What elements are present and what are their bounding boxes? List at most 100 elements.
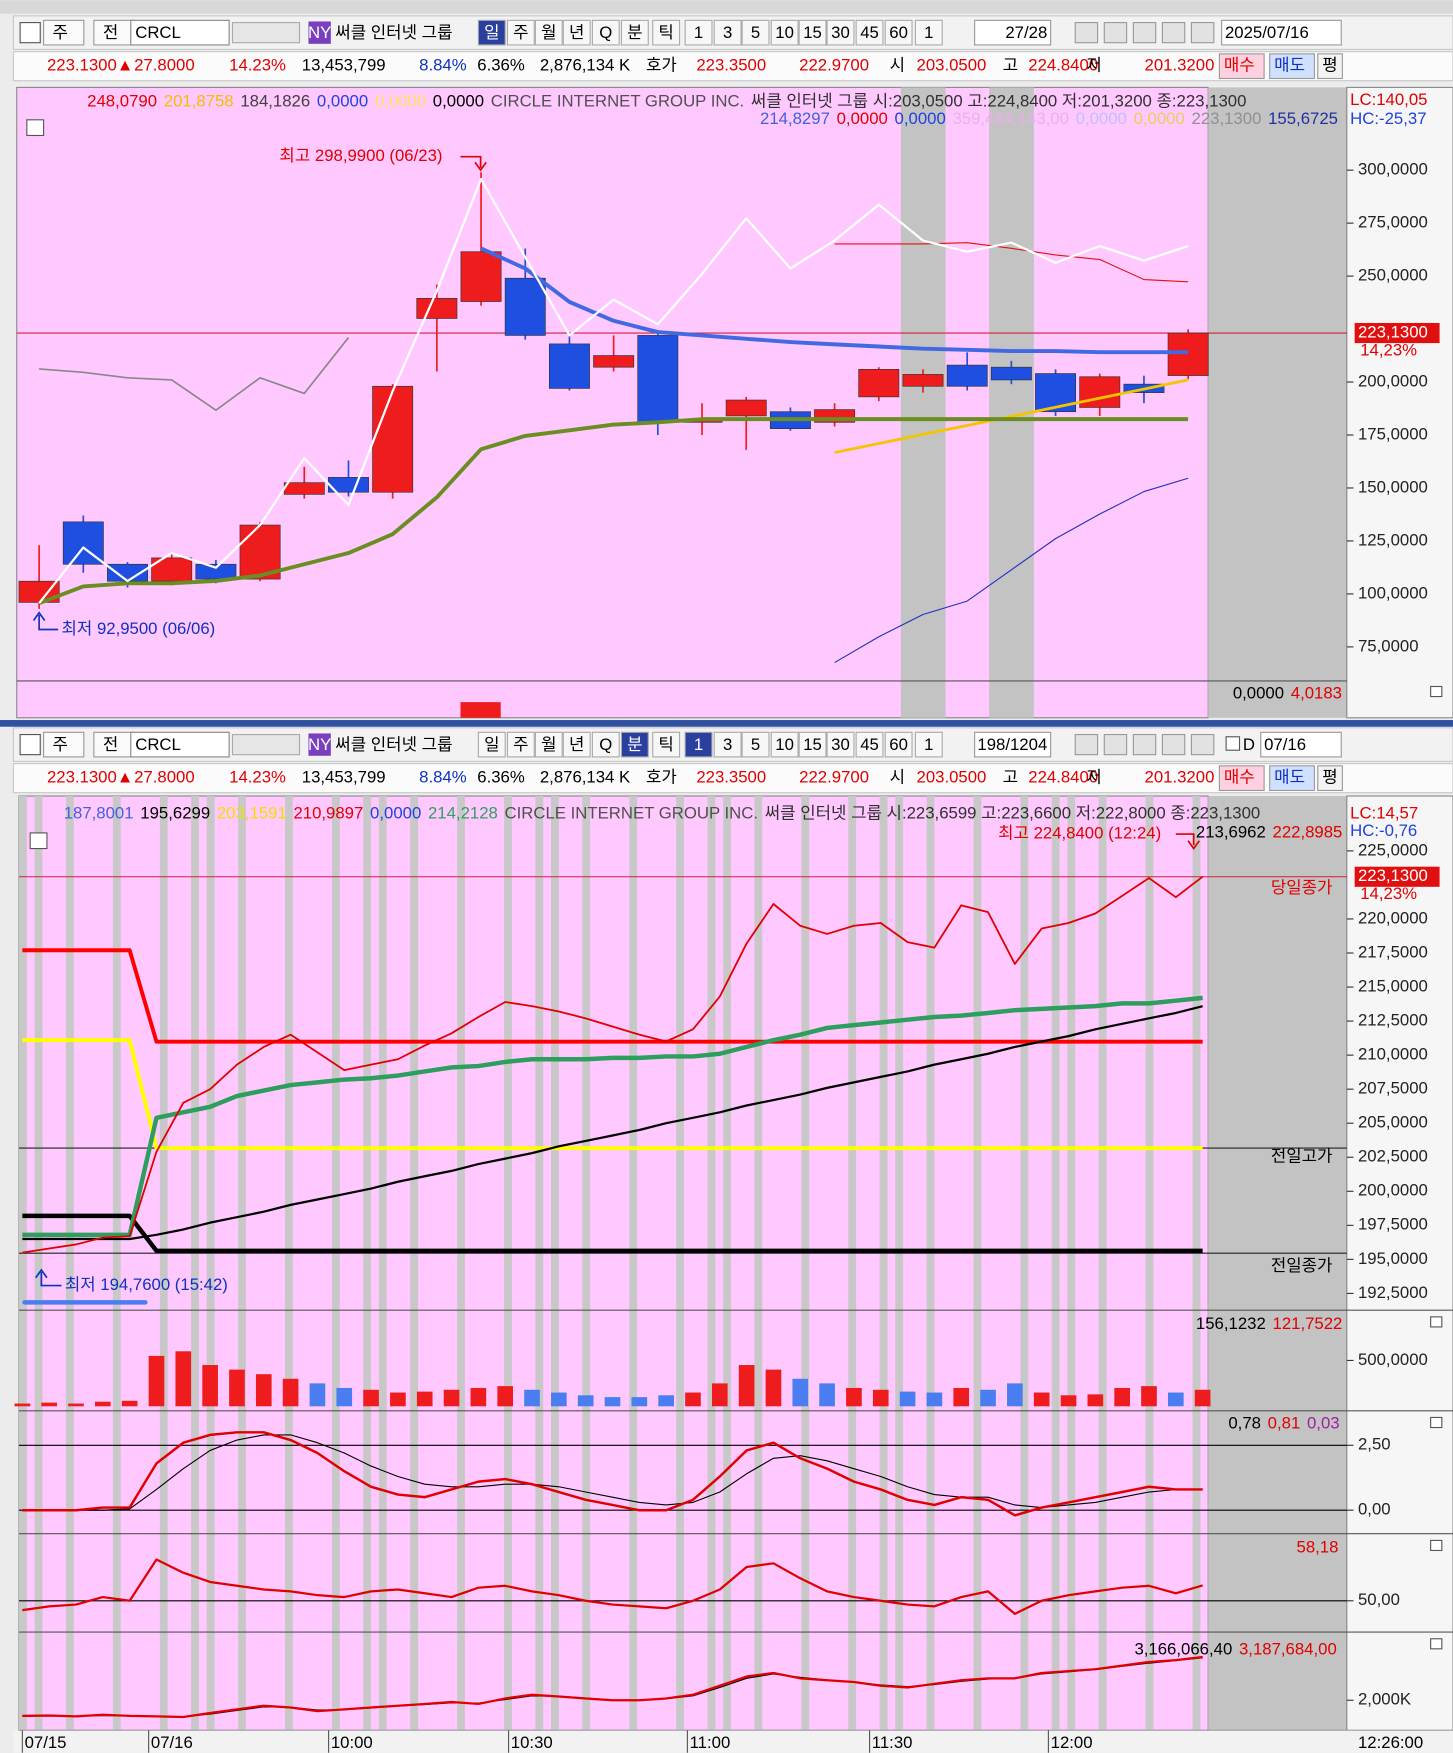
tool-icon[interactable] (1161, 733, 1186, 756)
search-icon[interactable] (231, 22, 301, 44)
tool-icon[interactable] (1103, 733, 1128, 756)
period-button[interactable] (652, 731, 681, 758)
period-button[interactable] (506, 19, 535, 46)
grid-icon[interactable] (26, 119, 45, 137)
period-button[interactable] (506, 731, 535, 758)
order-button[interactable] (1317, 53, 1343, 80)
legend-item: 248,0790 (87, 91, 157, 110)
volume-bar (685, 1392, 701, 1407)
tool-icon[interactable] (1074, 22, 1099, 44)
period-button[interactable] (826, 731, 855, 758)
period-label: 5 (751, 735, 760, 754)
lc: LC:14,57 (1350, 803, 1418, 822)
tool-icon[interactable] (1074, 733, 1099, 756)
y-tick-label: 50,00 (1358, 1590, 1400, 1609)
y-tick-label: 192,5000 (1358, 1283, 1428, 1302)
order-button[interactable] (1269, 53, 1315, 80)
y-tick-label: 202,5000 (1358, 1147, 1428, 1166)
tool-icon[interactable] (1132, 733, 1157, 756)
pane-close[interactable] (1430, 1539, 1443, 1552)
period-label: 1 (924, 23, 933, 42)
session-stripe (206, 796, 215, 1731)
period-button[interactable] (534, 731, 563, 758)
period-button[interactable] (713, 731, 742, 758)
period-button[interactable] (684, 731, 713, 758)
period-button[interactable] (620, 731, 649, 758)
date-box[interactable] (1260, 731, 1342, 758)
period-button[interactable] (855, 731, 884, 758)
legend-item: 0,0000 (375, 91, 426, 110)
date-box[interactable] (1221, 19, 1342, 46)
period-button[interactable] (562, 731, 591, 758)
volume-bar (953, 1387, 970, 1407)
candle-body (1079, 376, 1121, 408)
volume-bar (14, 1403, 31, 1407)
count-box (974, 19, 1052, 46)
tool-icon[interactable] (1103, 22, 1128, 44)
window-icon[interactable] (19, 22, 41, 44)
period-button[interactable] (770, 19, 799, 46)
period-button[interactable] (477, 731, 506, 758)
session-stripe (34, 796, 43, 1731)
period-button[interactable] (620, 19, 649, 46)
period-button[interactable] (652, 19, 681, 46)
pane-close[interactable] (1430, 1638, 1443, 1650)
change-tag: 14,23% (1360, 884, 1417, 903)
period-button[interactable] (591, 19, 620, 46)
legend-item: 0,0000 (1076, 109, 1127, 128)
checkbox[interactable] (1225, 736, 1241, 751)
tool-icon[interactable] (1132, 22, 1157, 44)
period-button[interactable] (684, 19, 713, 46)
pane-close[interactable] (1430, 1416, 1443, 1429)
toolbar-button[interactable] (43, 731, 85, 758)
toolbar-button[interactable] (93, 19, 135, 46)
strip-close[interactable] (1430, 685, 1443, 698)
session-stripe (331, 796, 340, 1731)
period-button[interactable] (884, 19, 913, 46)
period-button[interactable] (855, 19, 884, 46)
tool-icon[interactable] (1161, 22, 1186, 44)
symbol-box[interactable] (130, 19, 230, 46)
period-button[interactable] (741, 731, 770, 758)
period-button[interactable] (914, 19, 943, 46)
quote-item: 222.9700 (799, 56, 869, 75)
session-stripe (112, 796, 121, 1731)
order-button[interactable] (1317, 765, 1343, 791)
period-button[interactable] (591, 731, 620, 758)
period-button[interactable] (770, 731, 799, 758)
order-button[interactable] (1269, 765, 1315, 791)
period-button[interactable] (826, 19, 855, 46)
period-button[interactable] (562, 19, 591, 46)
order-button[interactable] (1218, 765, 1265, 791)
period-button[interactable] (477, 19, 506, 46)
session-stripe (926, 796, 935, 1731)
quote-item: 매도 (1274, 768, 1305, 787)
pane-close[interactable] (1430, 1316, 1443, 1328)
period-label: 45 (860, 735, 879, 754)
period-button[interactable] (798, 731, 827, 758)
period-button[interactable] (741, 19, 770, 46)
symbol-box[interactable] (130, 731, 230, 758)
candle-body (62, 521, 104, 565)
order-button[interactable] (1218, 53, 1265, 80)
toolbar-button[interactable] (43, 19, 85, 46)
window-icon[interactable] (19, 733, 41, 756)
grid-icon[interactable] (29, 832, 48, 850)
volume-bar (1167, 1392, 1184, 1407)
tool-icon[interactable] (1190, 733, 1215, 756)
exchange-badge (308, 21, 331, 44)
period-label: 주 (513, 735, 528, 754)
toolbar-button[interactable] (93, 731, 135, 758)
period-button[interactable] (713, 19, 742, 46)
period-button[interactable] (884, 731, 913, 758)
period-button[interactable] (534, 19, 563, 46)
search-icon[interactable] (231, 733, 301, 756)
tool-icon[interactable] (1190, 22, 1215, 44)
volume-bar (604, 1397, 621, 1407)
low-annotation: 최저 92,9500 (06/06) (61, 619, 215, 638)
quote-item: 13,453,799 (302, 768, 386, 787)
period-button[interactable] (798, 19, 827, 46)
period-button[interactable] (914, 731, 943, 758)
volume-bar (577, 1395, 594, 1407)
